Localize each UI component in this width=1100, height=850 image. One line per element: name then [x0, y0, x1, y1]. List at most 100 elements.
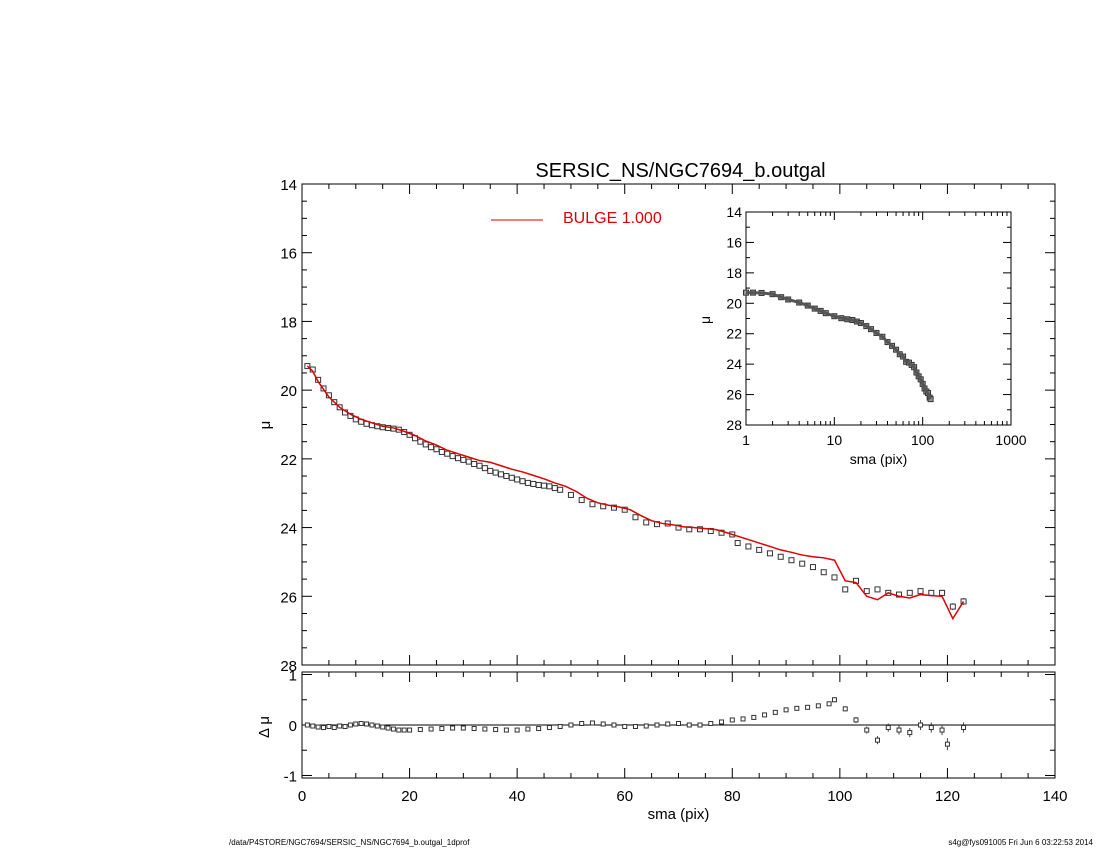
residual-data-point — [315, 724, 321, 730]
residual-data-point — [772, 709, 778, 715]
main-data-point — [530, 480, 537, 487]
residual-data-point — [928, 725, 934, 731]
x-tick-label: 20 — [401, 788, 418, 805]
residual-data-point — [600, 721, 606, 727]
main-data-point — [777, 553, 784, 560]
main-data-point — [632, 514, 639, 521]
main-data-point — [438, 448, 445, 455]
main-data-point — [874, 586, 881, 593]
residual-data-point — [380, 724, 386, 730]
main-y-tick-label: 24 — [280, 521, 297, 538]
residual-data-point — [729, 717, 735, 723]
residual-data-point — [864, 727, 870, 733]
main-data-point — [756, 546, 763, 553]
residual-data-point — [794, 705, 800, 711]
main-data-point — [766, 550, 773, 557]
main-data-point — [809, 564, 816, 571]
inset-x-axis-label: sma (pix) — [850, 451, 908, 467]
main-data-point — [498, 471, 505, 478]
residual-data-point — [439, 726, 445, 732]
inset-y-tick-label: 20 — [726, 295, 742, 311]
main-y-tick-label: 18 — [280, 314, 297, 331]
residual-data-point — [918, 722, 924, 728]
main-data-point — [454, 455, 461, 462]
residual-y-axis-label: Δ μ — [256, 716, 273, 738]
residual-data-point — [665, 721, 671, 727]
main-data-point — [492, 469, 499, 476]
main-data-point — [939, 589, 946, 596]
residual-data-point — [697, 722, 703, 728]
main-y-tick-label: 22 — [280, 452, 297, 469]
main-data-point — [917, 588, 924, 595]
residual-data-point — [568, 722, 574, 728]
residual-data-point — [719, 719, 725, 725]
residual-data-point — [525, 726, 531, 732]
residual-data-point — [751, 714, 757, 720]
main-data-point — [428, 444, 435, 451]
residual-data-point — [304, 722, 310, 728]
main-data-point — [481, 465, 488, 472]
residual-data-point — [401, 727, 407, 733]
main-y-axis-label: μ — [257, 421, 274, 430]
residual-data-point — [353, 721, 359, 727]
residual-data-point — [326, 724, 332, 730]
residual-data-point — [493, 727, 499, 733]
residual-data-point — [342, 724, 348, 730]
residual-data-point — [579, 720, 585, 726]
main-data-point — [514, 476, 521, 483]
residual-data-point — [407, 727, 413, 733]
inset-profile-band — [746, 291, 932, 400]
main-data-point — [422, 441, 429, 448]
main-data-point — [906, 589, 913, 596]
x-tick-label: 60 — [616, 788, 633, 805]
inset-y-tick-label: 18 — [726, 265, 742, 281]
x-tick-label: 80 — [724, 788, 741, 805]
main-data-point — [433, 446, 440, 453]
residual-data-point — [503, 727, 509, 733]
main-data-point — [745, 543, 752, 550]
residual-data-point — [805, 704, 811, 710]
chart-title: SERSIC_NS/NGC7694_b.outgal — [535, 160, 825, 182]
inset-x-tick-label: 10 — [827, 432, 843, 448]
x-tick-label: 0 — [298, 788, 306, 805]
main-data-point — [557, 486, 564, 493]
main-data-point — [471, 461, 478, 468]
legend-label-bulge: BULGE 1.000 — [563, 210, 662, 227]
main-data-point — [503, 473, 510, 480]
main-data-point — [863, 588, 870, 595]
x-tick-label: 40 — [509, 788, 526, 805]
main-data-point — [541, 482, 548, 489]
inset-y-tick-label: 16 — [726, 234, 742, 250]
main-data-point — [567, 491, 574, 498]
main-y-tick-label: 20 — [280, 383, 297, 400]
main-data-point — [675, 524, 682, 531]
main-data-point — [444, 450, 451, 457]
main-data-point — [831, 574, 838, 581]
inset-y-tick-label: 14 — [726, 204, 742, 220]
residual-data-point — [364, 721, 370, 727]
x-tick-label: 140 — [1042, 788, 1067, 805]
residual-data-point — [762, 712, 768, 718]
residual-data-point — [385, 725, 391, 731]
main-data-point — [449, 453, 456, 460]
inset-y-tick-label: 22 — [726, 326, 742, 342]
residual-data-point — [831, 697, 837, 703]
residual-data-point — [842, 706, 848, 712]
residual-data-point — [471, 726, 477, 732]
residual-data-point — [676, 720, 681, 726]
residual-data-point — [460, 725, 466, 731]
main-data-point — [734, 540, 741, 547]
residual-data-point — [347, 722, 353, 728]
residual-data-point — [896, 727, 902, 733]
main-data-point — [697, 526, 704, 533]
residual-data-point — [514, 727, 520, 733]
residual-data-point — [885, 725, 891, 731]
main-data-point — [535, 481, 542, 488]
residual-data-point — [321, 725, 327, 731]
inset-y-tick-label: 24 — [726, 356, 742, 372]
residual-data-point — [331, 725, 337, 731]
residual-data-point — [428, 726, 434, 732]
residual-data-point — [611, 722, 617, 728]
residual-y-tick-label: -1 — [284, 768, 297, 785]
